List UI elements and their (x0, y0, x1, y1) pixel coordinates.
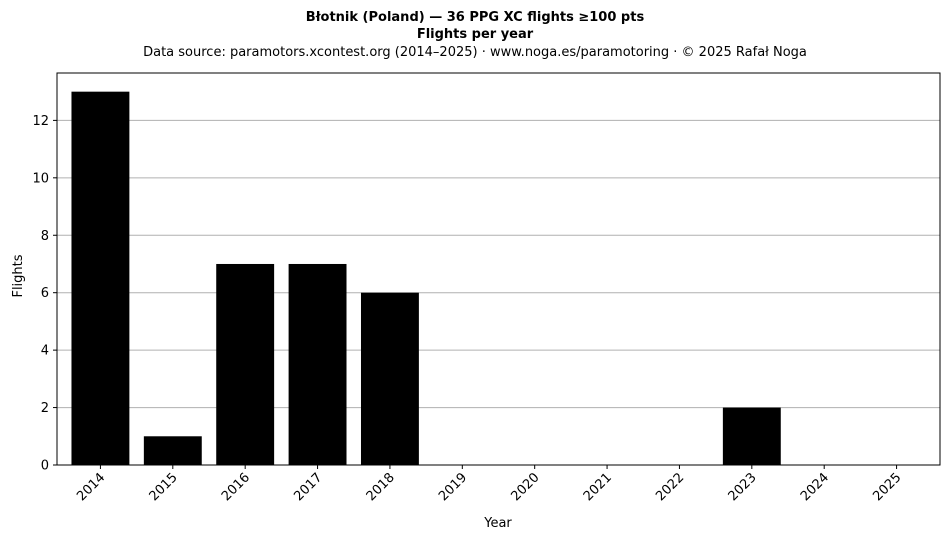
x-tick-label-2024: 2024 (798, 470, 832, 504)
y-tick-label-0: 0 (41, 459, 49, 474)
x-axis-label: Year (483, 516, 512, 531)
chart-title: Błotnik (Poland) — 36 PPG XC flights ≥10… (306, 10, 645, 25)
bar-2023 (722, 407, 781, 465)
bar-2016 (216, 263, 275, 465)
x-tick-label-2020: 2020 (509, 470, 543, 504)
bar-2018 (360, 292, 419, 465)
x-tick-label-2023: 2023 (726, 470, 760, 504)
x-tick-label-2014: 2014 (74, 470, 108, 504)
bar-2015 (143, 436, 202, 465)
x-tick-label-2025: 2025 (870, 470, 904, 504)
gridlines (57, 119, 940, 409)
y-tick-label-10: 10 (32, 171, 49, 186)
y-axis-ticks: 0 2 4 6 8 10 12 (32, 114, 57, 474)
x-tick-label-2018: 2018 (364, 470, 398, 504)
bar-2017 (288, 263, 347, 465)
bars (71, 91, 781, 466)
plot-frame (56, 72, 941, 466)
y-axis-label: Flights (11, 254, 26, 297)
x-tick-label-2016: 2016 (219, 470, 253, 504)
x-tick-label-2021: 2021 (581, 470, 615, 504)
x-tick-label-2019: 2019 (436, 470, 470, 504)
y-tick-label-4: 4 (41, 344, 49, 359)
y-tick-label-12: 12 (32, 114, 49, 129)
x-tick-label-2022: 2022 (653, 470, 687, 504)
x-tick-label-2015: 2015 (147, 470, 181, 504)
chart-source: Data source: paramotors.xcontest.org (20… (143, 45, 807, 60)
y-tick-label-6: 6 (41, 286, 49, 301)
x-tick-label-2017: 2017 (291, 470, 325, 504)
y-tick-label-2: 2 (41, 401, 49, 416)
bar-2014 (71, 91, 130, 466)
x-axis-ticks: 2014 2015 2016 2017 2018 2019 2020 2021 2022 2023… (74, 465, 904, 504)
y-tick-label-8: 8 (41, 229, 49, 244)
chart-subtitle: Flights per year (417, 27, 534, 42)
